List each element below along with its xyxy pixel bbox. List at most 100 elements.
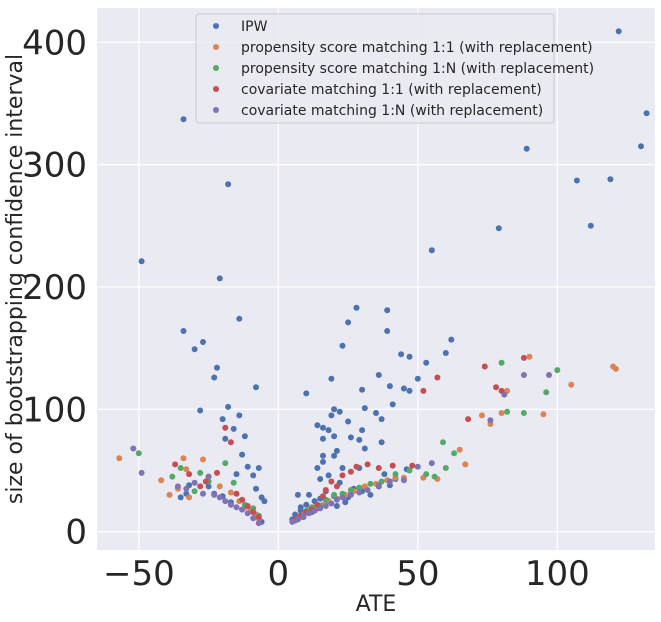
data-point xyxy=(300,512,307,519)
data-point xyxy=(253,485,259,492)
data-point xyxy=(211,491,218,498)
data-point xyxy=(250,509,257,516)
legend-label: covariate matching 1:N (with replacement… xyxy=(241,103,543,119)
data-point xyxy=(311,507,318,514)
y-tick-label: 300 xyxy=(22,146,87,186)
data-point xyxy=(353,304,360,311)
data-point xyxy=(495,225,502,232)
data-point xyxy=(306,510,312,517)
data-point xyxy=(420,387,427,394)
y-tick-label: 100 xyxy=(22,390,87,430)
data-point xyxy=(392,471,399,478)
data-point xyxy=(573,177,580,184)
data-point xyxy=(523,145,530,152)
data-point xyxy=(328,478,335,485)
x-tick-label: 50 xyxy=(396,554,439,594)
data-point xyxy=(356,436,363,443)
data-point xyxy=(384,328,391,334)
data-point xyxy=(345,418,352,425)
data-point xyxy=(253,384,259,391)
data-point xyxy=(317,505,324,512)
data-point xyxy=(493,384,499,391)
data-point xyxy=(328,375,335,382)
y-tick-label: 200 xyxy=(22,268,87,308)
data-point xyxy=(448,336,455,343)
data-point xyxy=(356,489,363,496)
data-point xyxy=(255,520,262,527)
data-point xyxy=(320,458,326,465)
data-point xyxy=(250,515,257,522)
data-point xyxy=(367,491,374,498)
data-point xyxy=(333,496,340,503)
data-point xyxy=(339,342,346,349)
data-point xyxy=(389,462,396,469)
data-point xyxy=(135,450,142,457)
data-point xyxy=(138,469,145,476)
data-point xyxy=(406,387,413,394)
data-point xyxy=(331,452,338,459)
x-axis-label: ATE xyxy=(356,592,397,617)
data-point xyxy=(364,487,371,493)
data-point xyxy=(250,472,257,479)
data-point xyxy=(314,422,321,429)
data-point xyxy=(414,463,421,470)
data-point xyxy=(320,452,326,459)
data-point xyxy=(205,473,212,480)
data-point xyxy=(361,405,368,412)
data-point xyxy=(230,425,237,432)
legend-label: propensity score matching 1:N (with repl… xyxy=(241,61,594,77)
x-tick-label: 100 xyxy=(525,554,590,594)
data-point xyxy=(233,471,240,478)
data-point xyxy=(322,487,329,493)
data-point xyxy=(197,407,204,414)
data-point xyxy=(325,472,332,479)
data-point xyxy=(244,510,251,517)
y-tick-label: 400 xyxy=(22,23,87,63)
data-point xyxy=(440,439,446,446)
data-point xyxy=(227,439,234,446)
legend-label: IPW xyxy=(241,19,268,35)
data-point xyxy=(546,372,552,378)
data-point xyxy=(345,319,352,326)
data-point xyxy=(255,465,262,471)
data-point xyxy=(520,410,527,416)
data-point xyxy=(320,493,326,500)
data-point xyxy=(462,461,469,468)
data-point xyxy=(386,478,393,485)
data-point xyxy=(479,412,485,419)
data-point xyxy=(389,401,396,408)
data-point xyxy=(607,176,614,183)
data-point xyxy=(400,477,407,484)
data-point xyxy=(339,465,346,471)
data-point xyxy=(543,389,550,396)
data-point xyxy=(197,469,204,476)
data-point xyxy=(364,461,371,468)
data-point xyxy=(359,386,366,393)
y-tick-label: 0 xyxy=(65,513,87,553)
data-point xyxy=(214,364,220,371)
data-point xyxy=(177,465,184,471)
data-point xyxy=(225,181,232,188)
data-point xyxy=(222,424,229,431)
data-point xyxy=(333,503,340,509)
x-tick-label: −50 xyxy=(103,554,175,594)
data-point xyxy=(166,491,173,498)
y-axis-label: size of bootstrapping confidence interva… xyxy=(3,54,28,504)
data-point xyxy=(328,500,335,507)
data-point xyxy=(200,339,206,345)
data-point xyxy=(612,365,619,372)
data-point xyxy=(180,116,187,123)
data-point xyxy=(359,427,366,434)
legend-marker xyxy=(213,86,219,92)
data-point xyxy=(554,367,561,374)
data-point xyxy=(191,488,198,495)
data-point xyxy=(244,463,251,470)
data-point xyxy=(180,328,187,334)
series-4 xyxy=(130,372,552,527)
data-point xyxy=(328,412,335,419)
data-point xyxy=(261,498,268,505)
data-point xyxy=(239,506,246,513)
data-point xyxy=(487,417,494,424)
data-point xyxy=(361,445,368,452)
data-point xyxy=(183,466,190,473)
